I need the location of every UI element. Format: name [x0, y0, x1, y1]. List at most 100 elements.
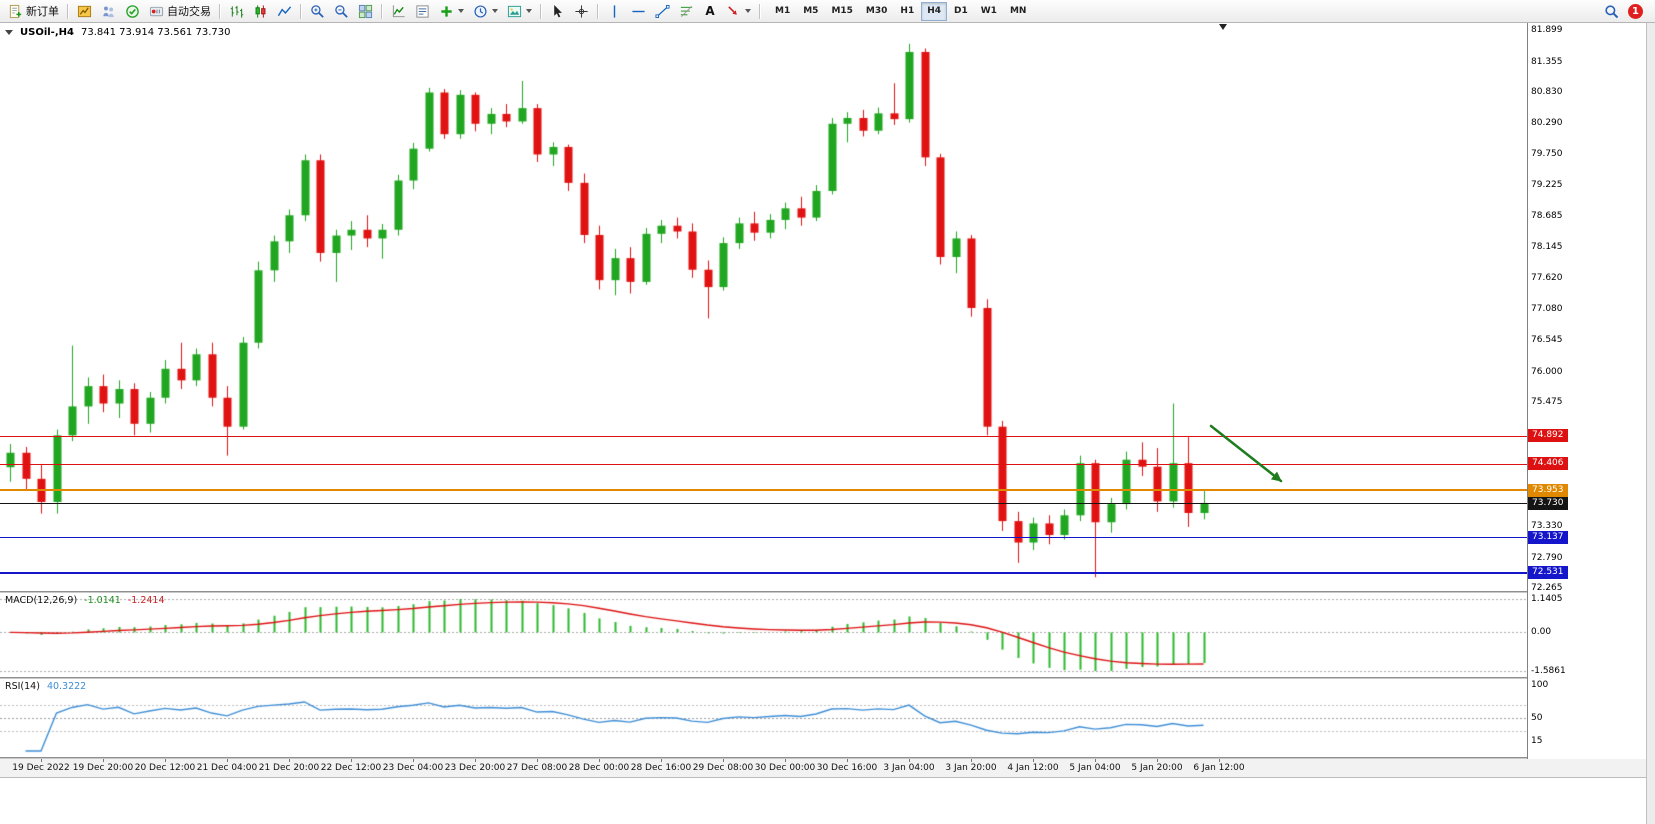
- autotrade-button[interactable]: 自动交易: [145, 1, 215, 21]
- macd-canvas[interactable]: [0, 593, 1527, 677]
- vertical-line-button[interactable]: [603, 1, 626, 21]
- time-axis-tick: [537, 759, 538, 762]
- time-axis-label: 23 Dec 04:00: [382, 763, 444, 773]
- rsi-label: RSI(14) 40.3222: [5, 681, 86, 692]
- panel-separator[interactable]: [0, 677, 1646, 679]
- timeframe-button-m15[interactable]: M15: [825, 2, 858, 21]
- time-axis-label: 30 Dec 00:00: [754, 763, 816, 773]
- price-badge-74.406: 74.406: [1528, 457, 1568, 471]
- right-edge-strip: [1646, 23, 1655, 824]
- periods-button[interactable]: [469, 1, 502, 21]
- dropdown-caret-icon: [526, 9, 532, 13]
- horizontal-line-73.953[interactable]: [0, 489, 1527, 491]
- tile-windows-button[interactable]: [354, 1, 377, 21]
- autotrade-label: 自动交易: [167, 5, 211, 18]
- timeframe-button-m5[interactable]: M5: [797, 2, 824, 21]
- macd-signal-value: -1.2414: [127, 595, 165, 606]
- toolbar-separator: [759, 3, 761, 19]
- horizontal-line-73.730[interactable]: [0, 503, 1527, 504]
- toolbar-separator: [540, 3, 542, 19]
- timeframe-button-m1[interactable]: M1: [769, 2, 796, 21]
- time-axis-label: 19 Dec 20:00: [72, 763, 134, 773]
- price-badge-72.531: 72.531: [1528, 566, 1568, 580]
- rsi-canvas[interactable]: [0, 679, 1527, 757]
- new-order-label: 新订单: [26, 5, 59, 18]
- chart-title-overlay: USOil-,H4 73.841 73.914 73.561 73.730: [5, 27, 230, 38]
- horizontal-line-74.406[interactable]: [0, 464, 1527, 465]
- time-axis-label: 23 Dec 20:00: [444, 763, 506, 773]
- time-axis-tick: [661, 759, 662, 762]
- add-indicator-button[interactable]: [435, 1, 468, 21]
- bar-chart-button[interactable]: [225, 1, 248, 21]
- horizontal-line-74.892[interactable]: [0, 436, 1527, 437]
- chart-ohlc-values: 73.841 73.914 73.561 73.730: [80, 27, 231, 38]
- timeframe-button-h1[interactable]: H1: [894, 2, 920, 21]
- time-axis-tick: [785, 759, 786, 762]
- fibonacci-icon: [680, 5, 693, 17]
- candlestick-chart-button[interactable]: [249, 1, 272, 21]
- toolbar-separator: [597, 3, 599, 19]
- time-axis-tick: [475, 759, 476, 762]
- crosshair-icon: [575, 4, 588, 18]
- fibonacci-button[interactable]: [675, 1, 698, 21]
- time-axis-label: 3 Jan 04:00: [883, 763, 935, 773]
- indicators-icon: [392, 4, 405, 17]
- templates-button[interactable]: [503, 1, 536, 21]
- search-icon: [1605, 4, 1619, 18]
- time-axis-label: 4 Jan 12:00: [1007, 763, 1059, 773]
- rsi-axis-label: 50: [1531, 713, 1543, 723]
- candlestick-chart-canvas[interactable]: [0, 23, 1527, 591]
- new-order-button[interactable]: 新订单: [4, 1, 63, 21]
- price-axis[interactable]: 81.899 81.355 80.830 80.290 79.750 79.225 78.6…: [1528, 23, 1646, 777]
- objects-list-button[interactable]: [411, 1, 434, 21]
- macd-name: MACD(12,26,9): [5, 595, 78, 606]
- rsi-value: 40.3222: [46, 681, 87, 692]
- horizontal-line-72.531[interactable]: [0, 572, 1527, 574]
- new-chart-button[interactable]: [73, 1, 96, 21]
- timeframe-button-mn[interactable]: MN: [1004, 2, 1033, 21]
- timeframe-button-w1[interactable]: W1: [975, 2, 1003, 21]
- tile-windows-icon: [358, 4, 373, 18]
- price-badge-73.137: 73.137: [1528, 530, 1568, 544]
- crosshair-button[interactable]: [570, 1, 593, 21]
- line-chart-button[interactable]: [273, 1, 296, 21]
- main-toolbar: 新订单 自动交易 A M1 M5 M15 M30 H1 H: [0, 0, 1655, 23]
- horizontal-line-73.137[interactable]: [0, 537, 1527, 538]
- profiles-button[interactable]: [97, 1, 120, 21]
- timeframe-button-d1[interactable]: D1: [948, 2, 974, 21]
- chart-shift-marker[interactable]: [1219, 24, 1227, 30]
- cursor-button[interactable]: [546, 1, 569, 21]
- price-axis-label: 76.545: [1531, 335, 1563, 346]
- time-axis-label: 28 Dec 16:00: [630, 763, 692, 773]
- timeframe-button-h4[interactable]: H4: [921, 1, 947, 21]
- time-axis-tick: [1157, 759, 1158, 762]
- refresh-icon: [126, 4, 139, 18]
- notification-badge[interactable]: 1: [1628, 3, 1643, 19]
- ohlc-collapse-icon[interactable]: [5, 30, 13, 35]
- price-axis-label: 79.750: [1531, 149, 1563, 160]
- time-axis-label: 6 Jan 12:00: [1193, 763, 1245, 773]
- search-button[interactable]: [1600, 1, 1623, 21]
- macd-main-value: -1.0141: [84, 595, 121, 606]
- refresh-button[interactable]: [121, 1, 144, 21]
- toolbar-separator: [300, 3, 302, 19]
- horizontal-line-button[interactable]: [627, 1, 650, 21]
- time-axis[interactable]: 19 Dec 2022 19 Dec 20:00 20 Dec 12:00 21 De…: [0, 759, 1646, 777]
- panel-separator[interactable]: [0, 757, 1646, 759]
- panel-separator[interactable]: [0, 591, 1646, 593]
- zoom-in-button[interactable]: [306, 1, 329, 21]
- text-tool-button[interactable]: A: [699, 1, 721, 21]
- dropdown-caret-icon: [458, 9, 464, 13]
- timeframe-button-m30[interactable]: M30: [860, 2, 893, 21]
- time-axis-tick: [103, 759, 104, 762]
- time-axis-label: 19 Dec 2022: [12, 763, 70, 773]
- rsi-panel: RSI(14) 40.3222: [0, 679, 1527, 757]
- arrows-tool-button[interactable]: [722, 1, 755, 21]
- bar-chart-icon: [230, 5, 244, 18]
- zoom-out-button[interactable]: [330, 1, 353, 21]
- trendline-button[interactable]: [651, 1, 674, 21]
- indicators-button[interactable]: [387, 1, 410, 21]
- price-axis-label: 77.080: [1531, 304, 1563, 315]
- time-axis-label: 21 Dec 20:00: [258, 763, 320, 773]
